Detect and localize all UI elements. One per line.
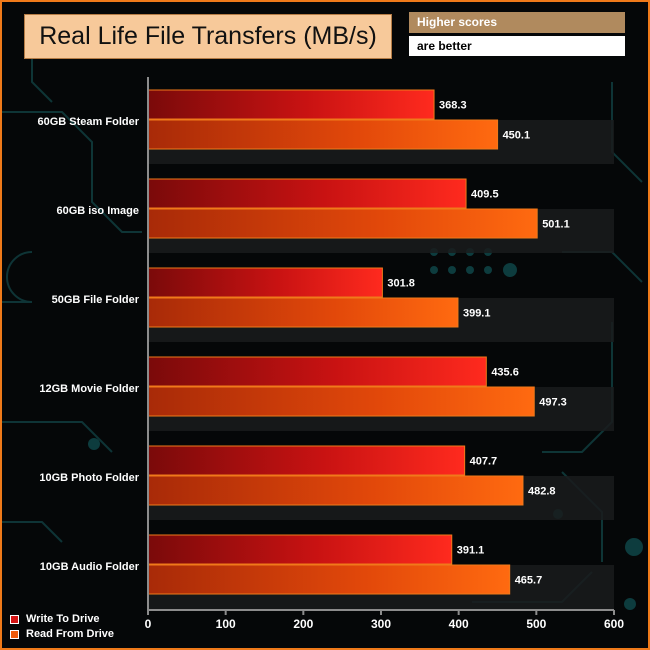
x-tick-label: 300 [371,617,391,631]
category-label: 10GB Audio Folder [40,561,140,573]
data-label: 391.1 [457,545,485,557]
bar-write [147,89,435,120]
data-label: 465.7 [515,575,543,587]
x-tick-label: 0 [145,617,152,631]
bar-read [147,564,511,595]
legend-label-write: Write To Drive [26,613,100,625]
data-label: 409.5 [471,189,499,201]
chart-title: Real Life File Transfers (MB/s) [24,14,392,59]
data-label: 399.1 [463,308,491,320]
legend-item-read: Read From Drive [10,628,114,640]
legend-label-read: Read From Drive [26,628,115,640]
data-label: 301.8 [387,278,415,290]
legend-swatch-write [10,614,19,624]
data-label: 435.6 [491,367,519,379]
note-higher-scores: Higher scores [409,12,625,33]
data-label: 407.7 [470,456,498,468]
bar-write [147,534,453,565]
x-tick-label: 100 [216,617,236,631]
category-label: 50GB File Folder [52,294,140,306]
data-label: 497.3 [539,397,567,409]
x-tick-label: 500 [526,617,546,631]
x-tick-label: 400 [449,617,469,631]
legend-swatch-read [10,629,19,639]
bar-read [147,386,535,417]
bar-write [147,267,383,298]
x-tick-label: 200 [293,617,313,631]
note-are-better: are better [409,36,625,56]
bar-read [147,208,538,239]
data-label: 482.8 [528,486,556,498]
bar-write [147,178,467,209]
bar-write [147,356,487,387]
bar-write [147,445,466,476]
category-label: 12GB Movie Folder [39,383,139,395]
category-label: 10GB Photo Folder [39,472,139,484]
bar-read [147,119,499,150]
x-tick-label: 600 [604,617,624,631]
data-label: 368.3 [439,100,467,112]
legend-item-write: Write To Drive [10,613,100,625]
category-label: 60GB iso Image [56,205,139,217]
category-label: 60GB Steam Folder [38,116,140,128]
bar-read [147,297,459,328]
data-label: 450.1 [503,130,531,142]
data-label: 501.1 [542,219,570,231]
bar-read [147,475,524,506]
